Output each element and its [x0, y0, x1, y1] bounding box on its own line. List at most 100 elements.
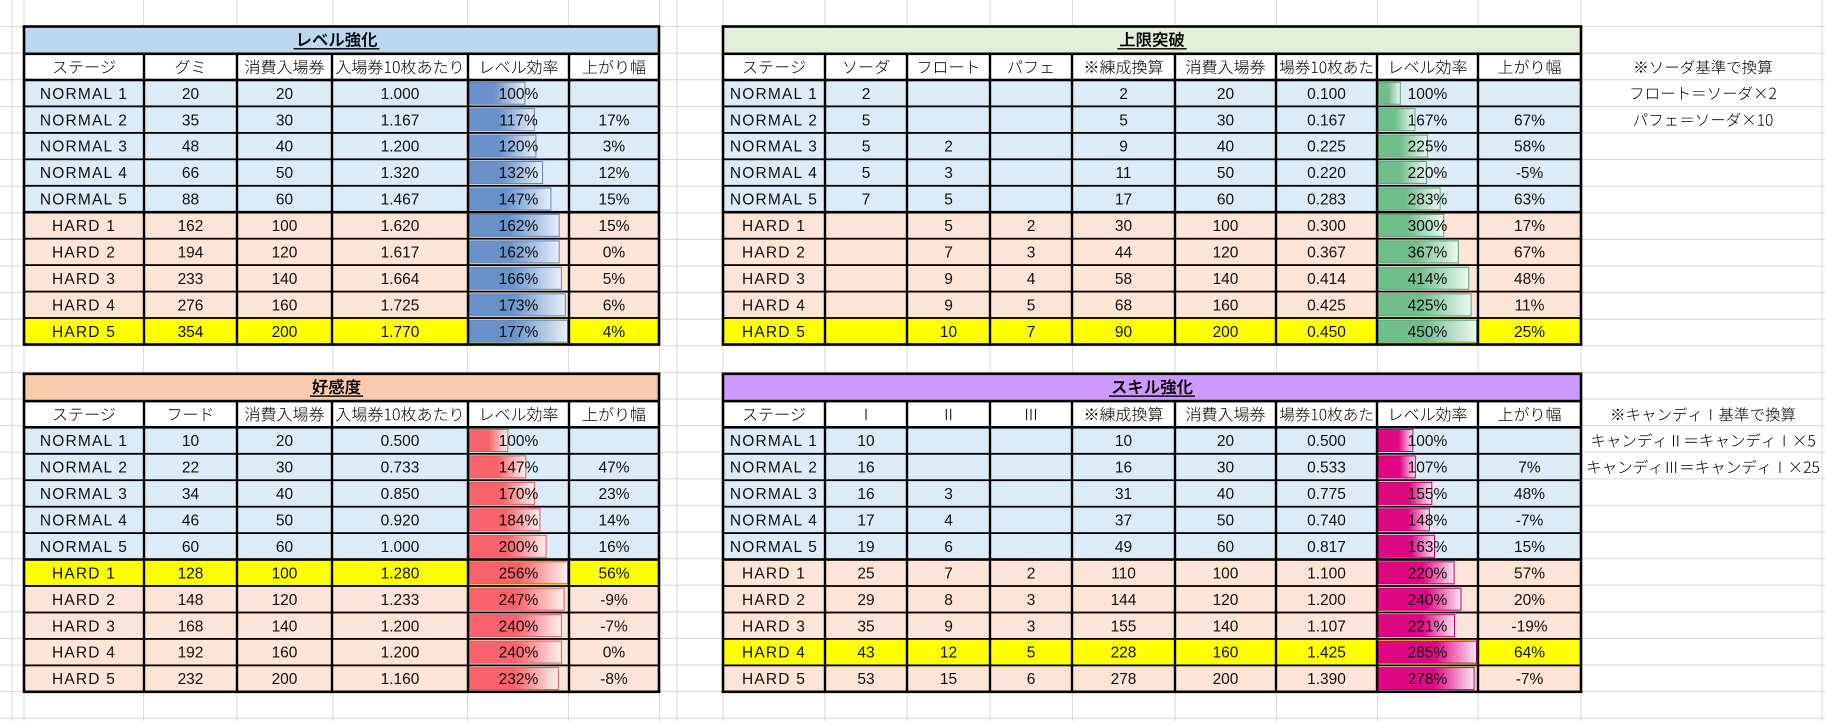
svg-text:167%: 167% [1408, 112, 1448, 129]
svg-text:233: 233 [178, 271, 204, 288]
svg-text:1.467: 1.467 [381, 192, 420, 209]
svg-text:HARD 3: HARD 3 [52, 271, 116, 288]
svg-text:HARD 3: HARD 3 [52, 618, 116, 635]
svg-text:247%: 247% [499, 592, 539, 609]
svg-text:0.220: 0.220 [1307, 165, 1346, 182]
svg-text:16: 16 [857, 460, 874, 477]
svg-text:16%: 16% [598, 539, 629, 556]
svg-text:HARD 4: HARD 4 [52, 297, 116, 314]
svg-text:11: 11 [1115, 165, 1131, 182]
svg-text:NORMAL 3: NORMAL 3 [40, 486, 128, 503]
svg-text:200: 200 [1213, 671, 1239, 688]
svg-text:HARD 2: HARD 2 [742, 592, 806, 609]
svg-text:60: 60 [1217, 539, 1235, 556]
svg-text:0.500: 0.500 [381, 433, 420, 450]
svg-text:10: 10 [182, 433, 200, 450]
svg-text:25%: 25% [1514, 324, 1545, 341]
svg-text:HARD 1: HARD 1 [52, 218, 116, 235]
svg-text:NORMAL 1: NORMAL 1 [40, 86, 128, 103]
svg-text:0%: 0% [603, 645, 626, 662]
svg-text:2: 2 [1027, 218, 1036, 235]
svg-text:29: 29 [857, 592, 874, 609]
svg-text:168: 168 [178, 618, 204, 635]
svg-text:HARD 4: HARD 4 [742, 645, 806, 662]
svg-text:HARD 5: HARD 5 [742, 671, 806, 688]
svg-text:20: 20 [182, 86, 200, 103]
svg-text:HARD 1: HARD 1 [742, 565, 806, 582]
svg-text:7: 7 [1027, 324, 1036, 341]
svg-text:-7%: -7% [600, 618, 628, 635]
svg-text:100%: 100% [499, 433, 539, 450]
svg-text:NORMAL 3: NORMAL 3 [730, 486, 818, 503]
svg-text:5: 5 [1027, 645, 1036, 662]
svg-text:NORMAL 3: NORMAL 3 [730, 139, 818, 156]
svg-text:120%: 120% [499, 139, 539, 156]
svg-text:232%: 232% [499, 671, 539, 688]
svg-text:1.617: 1.617 [381, 245, 420, 262]
svg-text:6: 6 [944, 539, 953, 556]
svg-text:100: 100 [1213, 565, 1239, 582]
svg-text:0.225: 0.225 [1307, 139, 1346, 156]
svg-text:228: 228 [1111, 645, 1137, 662]
svg-text:100: 100 [272, 565, 298, 582]
svg-text:162%: 162% [499, 218, 539, 235]
svg-text:300%: 300% [1408, 218, 1448, 235]
svg-text:200%: 200% [499, 539, 539, 556]
svg-text:NORMAL 5: NORMAL 5 [40, 539, 128, 556]
svg-text:2: 2 [944, 139, 953, 156]
svg-text:120: 120 [1213, 592, 1239, 609]
svg-text:47%: 47% [598, 460, 629, 477]
svg-text:30: 30 [1217, 460, 1235, 477]
svg-text:HARD 5: HARD 5 [52, 324, 116, 341]
svg-text:12: 12 [940, 645, 957, 662]
svg-text:148: 148 [178, 592, 204, 609]
svg-text:4: 4 [944, 513, 953, 530]
svg-text:3: 3 [1027, 618, 1036, 635]
svg-text:50: 50 [1217, 513, 1235, 530]
svg-text:-8%: -8% [600, 671, 628, 688]
svg-text:88: 88 [182, 192, 199, 209]
svg-text:425%: 425% [1408, 297, 1448, 314]
svg-text:120: 120 [1213, 245, 1239, 262]
svg-text:NORMAL 1: NORMAL 1 [730, 433, 818, 450]
svg-text:19: 19 [857, 539, 874, 556]
svg-text:3: 3 [944, 165, 953, 182]
svg-text:200: 200 [272, 671, 298, 688]
svg-text:37: 37 [1115, 513, 1132, 530]
svg-text:278%: 278% [1408, 671, 1448, 688]
svg-text:162%: 162% [499, 245, 539, 262]
svg-text:20%: 20% [1514, 592, 1545, 609]
svg-text:1.664: 1.664 [381, 271, 420, 288]
svg-text:43: 43 [857, 645, 874, 662]
svg-text:20: 20 [276, 86, 294, 103]
svg-text:HARD 3: HARD 3 [742, 271, 806, 288]
svg-text:NORMAL 3: NORMAL 3 [40, 139, 128, 156]
svg-text:67%: 67% [1514, 112, 1545, 129]
svg-text:66: 66 [182, 165, 199, 182]
svg-text:276: 276 [178, 297, 204, 314]
svg-text:120: 120 [272, 592, 298, 609]
svg-text:166%: 166% [499, 271, 539, 288]
svg-text:15: 15 [940, 671, 957, 688]
svg-text:0.367: 0.367 [1307, 245, 1346, 262]
svg-text:40: 40 [276, 139, 294, 156]
svg-text:HARD 5: HARD 5 [52, 671, 116, 688]
svg-text:100: 100 [272, 218, 298, 235]
svg-text:160: 160 [1213, 297, 1239, 314]
svg-text:221%: 221% [1408, 618, 1448, 635]
svg-text:68: 68 [1115, 297, 1132, 314]
svg-text:5: 5 [862, 165, 871, 182]
svg-text:2: 2 [862, 86, 871, 103]
svg-text:0.500: 0.500 [1307, 433, 1346, 450]
svg-text:0.414: 0.414 [1307, 271, 1346, 288]
svg-text:1.100: 1.100 [1307, 565, 1346, 582]
svg-text:HARD 1: HARD 1 [52, 565, 116, 582]
svg-text:15%: 15% [598, 218, 629, 235]
svg-text:35: 35 [182, 112, 199, 129]
svg-text:354: 354 [178, 324, 204, 341]
svg-text:NORMAL 2: NORMAL 2 [730, 112, 818, 129]
svg-text:278: 278 [1111, 671, 1137, 688]
svg-text:367%: 367% [1408, 245, 1448, 262]
svg-text:50: 50 [276, 165, 294, 182]
svg-text:50: 50 [276, 513, 294, 530]
